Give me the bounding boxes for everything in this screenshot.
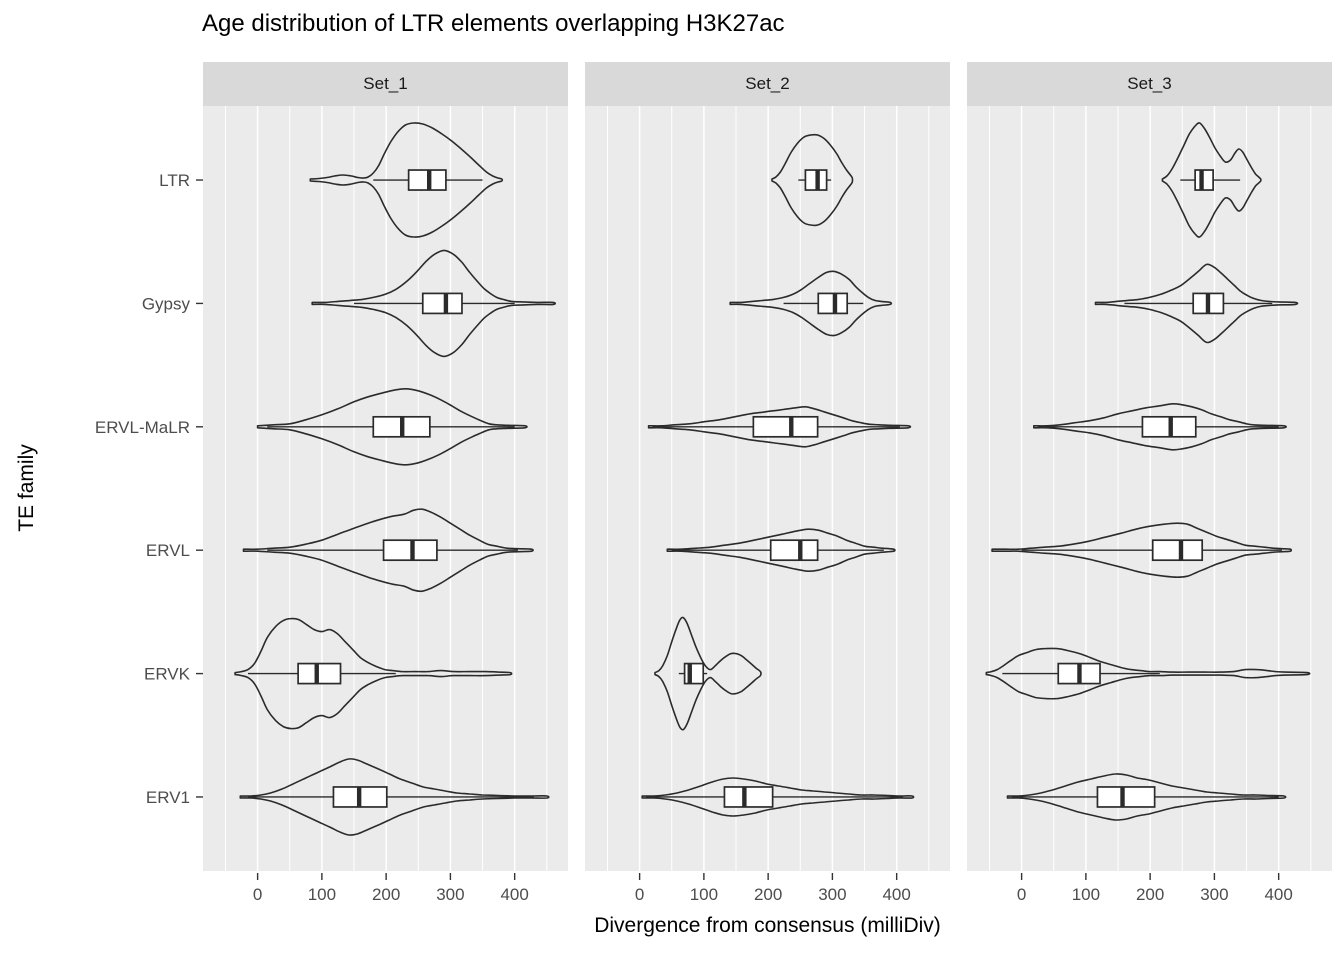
- y-tick-label: ERVK: [144, 665, 191, 684]
- y-tick-label: ERV1: [146, 788, 190, 807]
- facet-strip-set-3: Set_3: [967, 62, 1332, 106]
- violin-erv1: [641, 777, 915, 817]
- y-tick-label: LTR: [159, 171, 190, 190]
- median-bar: [815, 170, 820, 191]
- box: [769, 539, 819, 562]
- box: [1096, 786, 1156, 808]
- x-tick-label: 100: [1072, 885, 1100, 904]
- median-bar: [426, 170, 432, 191]
- median-bar: [356, 786, 362, 807]
- median-bar: [832, 293, 838, 314]
- x-tick-label: 200: [372, 885, 400, 904]
- median-bar: [1168, 416, 1173, 437]
- violin-gypsy: [729, 270, 893, 337]
- chart-title: Age distribution of LTR elements overlap…: [202, 10, 785, 37]
- violin-ltr: [309, 122, 504, 238]
- violin-ervk: [234, 617, 513, 730]
- facet-strip-label: Set_1: [363, 74, 408, 93]
- y-tick-label: ERVL: [146, 541, 190, 560]
- median-bar: [789, 416, 794, 437]
- x-tick-label: 400: [1264, 885, 1292, 904]
- median-bar: [1120, 786, 1125, 807]
- median-bar: [687, 663, 692, 684]
- x-tick-label: 400: [500, 885, 528, 904]
- violin-ltr: [771, 133, 854, 227]
- x-tick-label: 0: [253, 885, 262, 904]
- x-axis-title: Divergence from consensus (milliDiv): [594, 914, 941, 937]
- median-bar: [443, 293, 449, 314]
- box: [297, 662, 342, 685]
- violin-ervk: [654, 616, 762, 731]
- median-bar: [1077, 663, 1082, 684]
- x-tick-label: 300: [1200, 885, 1228, 904]
- y-tick-label: ERVL-MaLR: [95, 418, 190, 437]
- y-tick-label: Gypsy: [142, 294, 191, 313]
- x-tick-label: 200: [1136, 885, 1164, 904]
- facet-strip-set-2: Set_2: [585, 62, 950, 106]
- violin-gypsy: [311, 249, 557, 358]
- box: [683, 662, 705, 685]
- box: [382, 539, 438, 562]
- box: [1194, 169, 1214, 191]
- facet-strip-label: Set_2: [745, 74, 790, 93]
- median-bar: [314, 663, 319, 684]
- median-bar: [1178, 540, 1184, 561]
- box: [1151, 539, 1204, 562]
- violin-ervl-malr: [647, 405, 912, 448]
- violin-gypsy: [1094, 263, 1299, 344]
- box: [752, 415, 819, 438]
- violin-erv1: [1006, 773, 1287, 821]
- violin-ervl: [666, 528, 896, 573]
- facet-strip-set-1: Set_1: [203, 62, 568, 106]
- median-bar: [1205, 293, 1211, 314]
- violin-ervk: [985, 647, 1311, 700]
- x-tick-label: 400: [882, 885, 910, 904]
- violin-ltr: [1161, 122, 1262, 238]
- x-tick-label: 0: [635, 885, 644, 904]
- median-bar: [410, 540, 415, 561]
- x-tick-label: 300: [436, 885, 464, 904]
- violin-ervl: [991, 522, 1293, 578]
- violin-ervl-malr: [256, 387, 528, 466]
- x-tick-label: 200: [754, 885, 782, 904]
- violin-erv1: [239, 758, 550, 836]
- x-tick-label: 100: [308, 885, 336, 904]
- box: [421, 292, 463, 315]
- median-bar: [742, 786, 747, 807]
- median-bar: [1199, 170, 1204, 191]
- median-bar: [400, 416, 405, 437]
- x-tick-label: 300: [818, 885, 846, 904]
- box: [817, 292, 849, 315]
- x-tick-label: 0: [1017, 885, 1026, 904]
- violin-ervl: [242, 508, 534, 593]
- box: [723, 786, 774, 808]
- median-bar: [798, 540, 803, 561]
- x-tick-label: 100: [690, 885, 718, 904]
- violin-ervl-malr: [1033, 402, 1287, 451]
- facet-strip-label: Set_3: [1127, 74, 1172, 93]
